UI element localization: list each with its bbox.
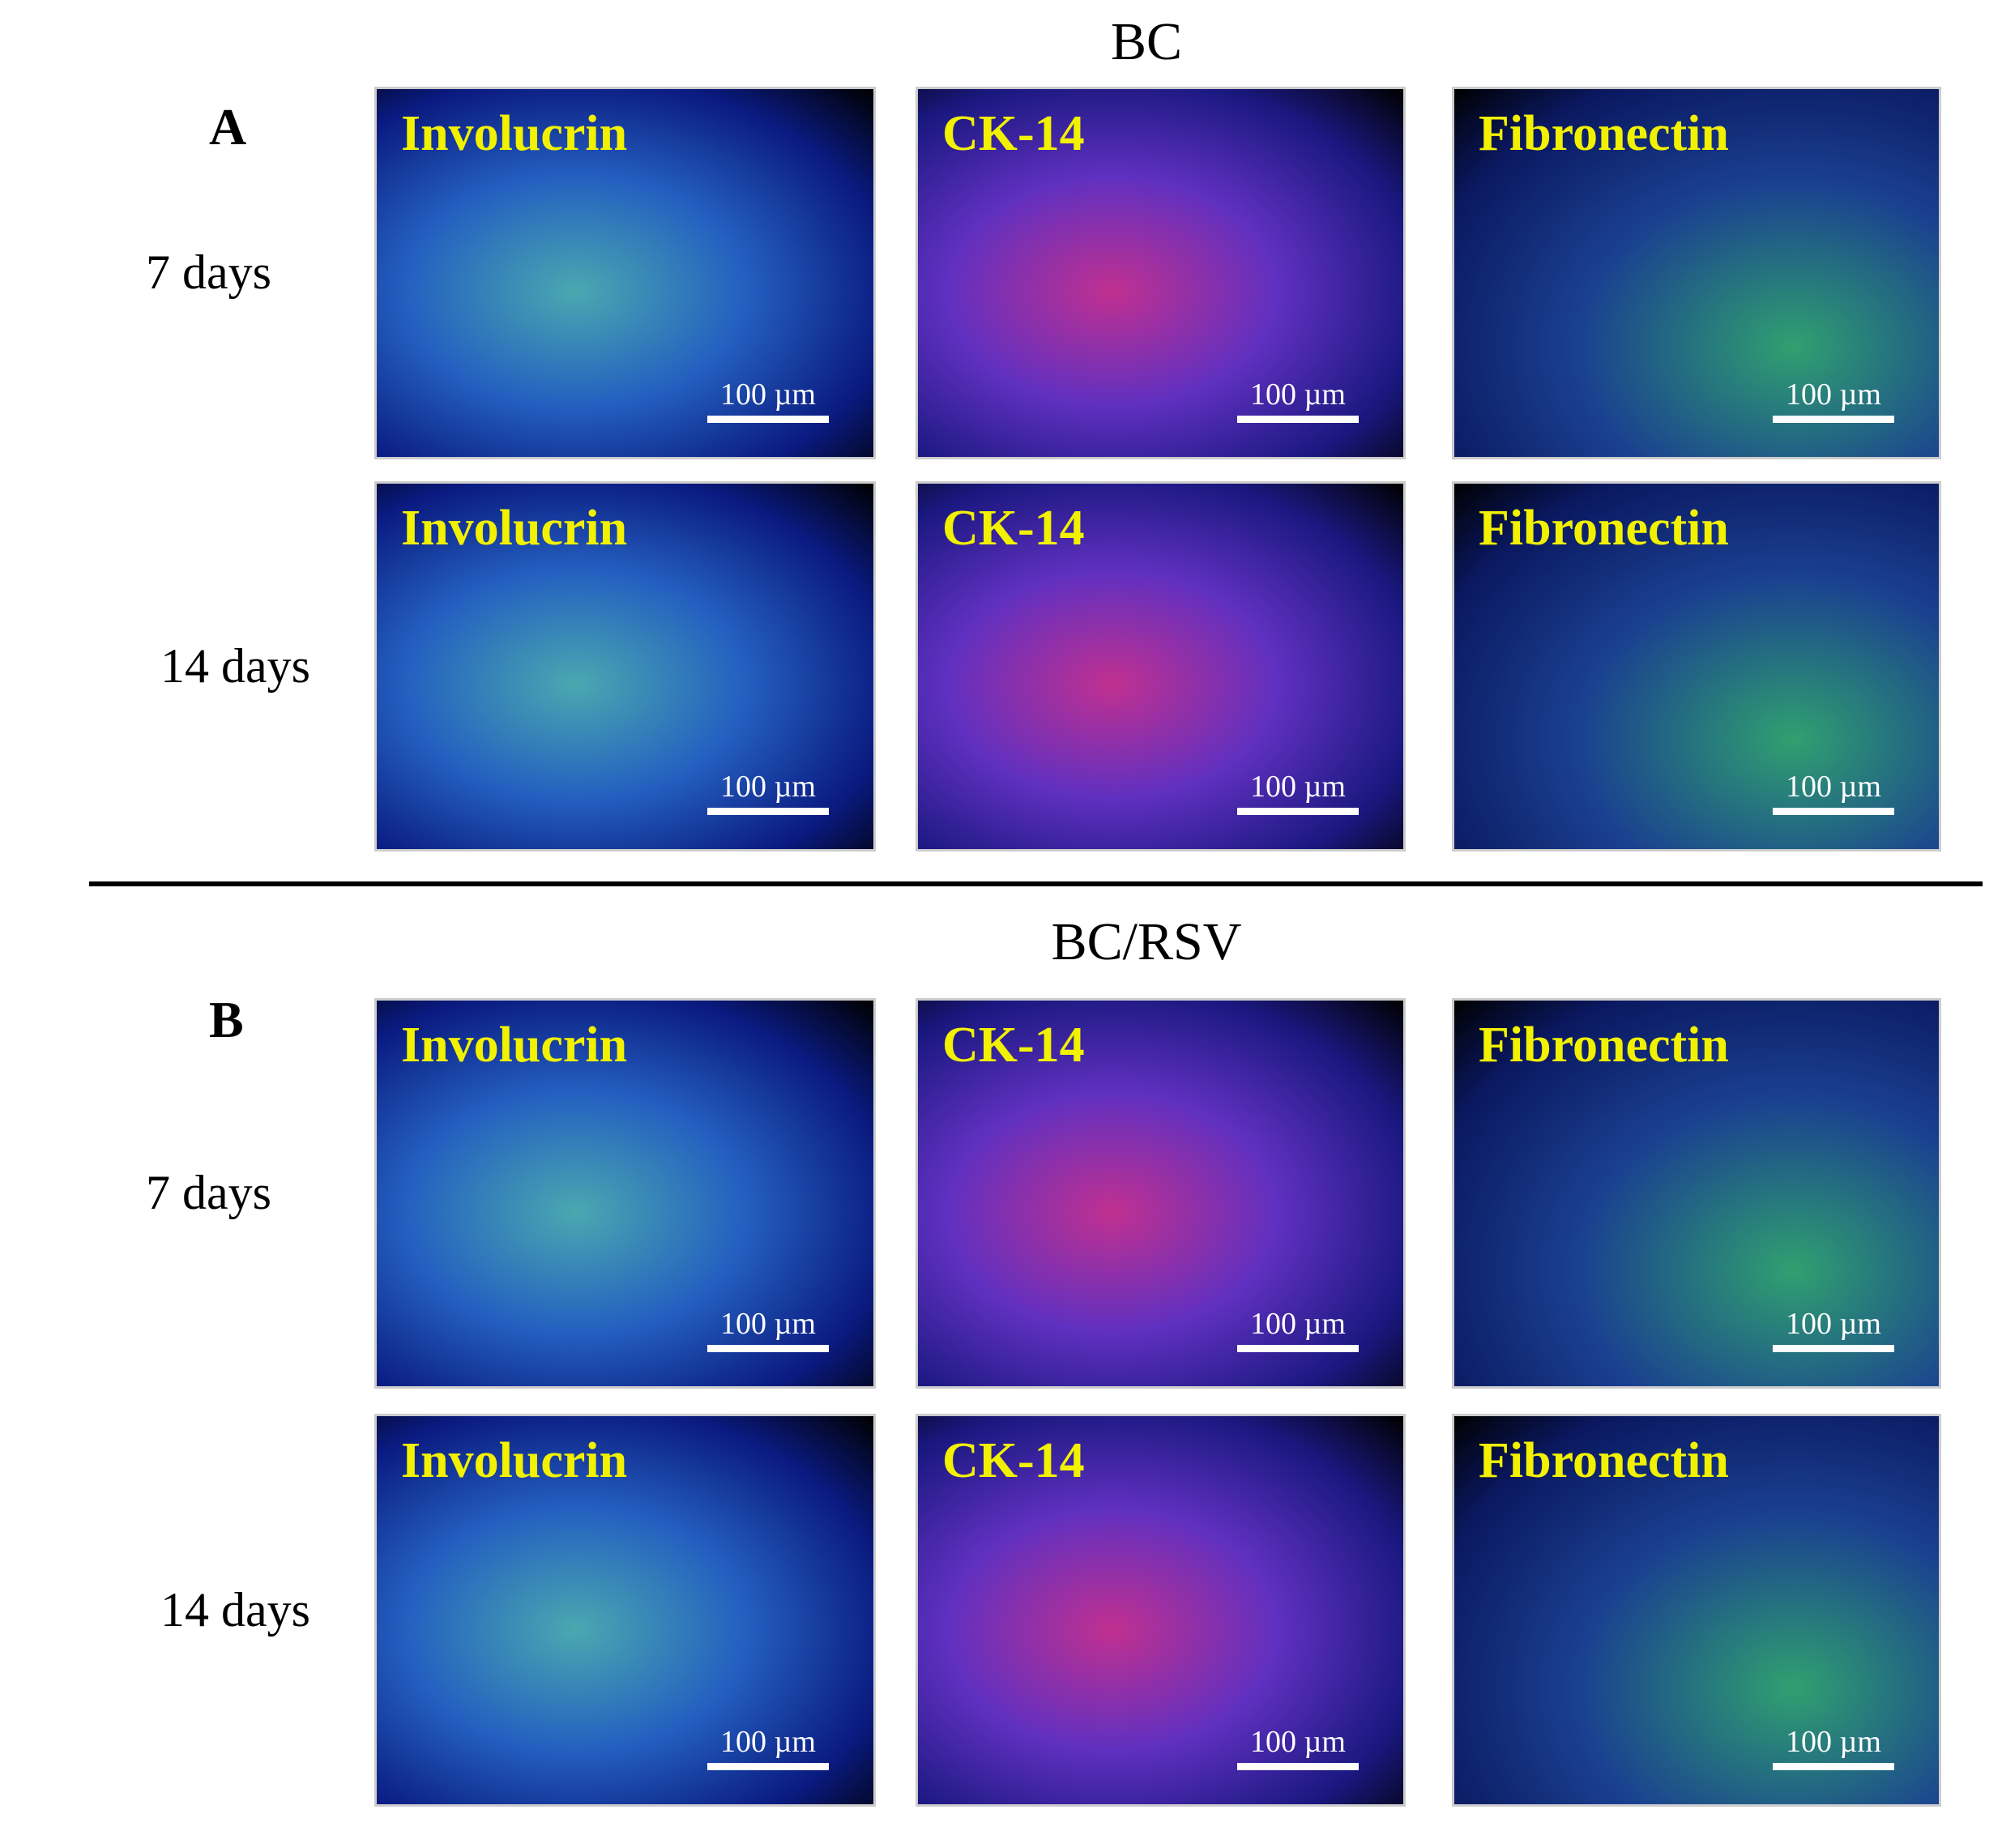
scale-text: 100 µm: [1786, 1307, 1881, 1341]
scale-line: [1773, 1345, 1894, 1352]
micrograph: Fibronectin 100 µm: [1452, 1414, 1941, 1807]
scale-bar: 100 µm: [1237, 769, 1359, 815]
micrograph: Involucrin 100 µm: [374, 1414, 876, 1807]
micrograph: Fibronectin 100 µm: [1452, 87, 1941, 459]
stain-label: Involucrin: [401, 106, 628, 161]
row-label: 7 days: [146, 245, 271, 299]
scale-line: [1237, 416, 1359, 423]
scale-text: 100 µm: [1786, 378, 1881, 412]
stain-label: Involucrin: [401, 1018, 628, 1073]
scale-bar: 100 µm: [1237, 1724, 1359, 1770]
scale-text: 100 µm: [1250, 378, 1346, 412]
row-label: 14 days: [160, 1582, 310, 1637]
micrograph: Fibronectin 100 µm: [1452, 998, 1941, 1389]
micrograph: CK-14 100 µm: [916, 481, 1406, 851]
scale-bar: 100 µm: [1773, 769, 1894, 815]
micrograph: Involucrin 100 µm: [374, 481, 876, 851]
stain-label: Involucrin: [401, 501, 628, 556]
micrograph: CK-14 100 µm: [916, 87, 1406, 459]
micrograph: CK-14 100 µm: [916, 998, 1406, 1389]
micrograph: CK-14 100 µm: [916, 1414, 1406, 1807]
scale-text: 100 µm: [1250, 770, 1346, 804]
scale-text: 100 µm: [720, 378, 816, 412]
scale-line: [707, 1345, 829, 1352]
stain-label: CK-14: [942, 1433, 1085, 1488]
scale-line: [1237, 808, 1359, 815]
scale-bar: 100 µm: [1237, 377, 1359, 423]
scale-bar: 100 µm: [707, 1724, 829, 1770]
stain-label: CK-14: [942, 106, 1085, 161]
scale-line: [707, 1763, 829, 1770]
panel-letter: B: [209, 991, 244, 1048]
section-title: BC/RSV: [1051, 912, 1242, 971]
scale-text: 100 µm: [1786, 1725, 1881, 1759]
scale-line: [1773, 416, 1894, 423]
scale-line: [707, 808, 829, 815]
scale-bar: 100 µm: [1773, 1306, 1894, 1352]
micrograph: Fibronectin 100 µm: [1452, 481, 1941, 851]
micrograph: Involucrin 100 µm: [374, 998, 876, 1389]
scale-bar: 100 µm: [1773, 1724, 1894, 1770]
scale-text: 100 µm: [1250, 1307, 1346, 1341]
scale-text: 100 µm: [1250, 1725, 1346, 1759]
scale-text: 100 µm: [720, 770, 816, 804]
scale-line: [1773, 808, 1894, 815]
stain-label: CK-14: [942, 501, 1085, 556]
scale-line: [1237, 1345, 1359, 1352]
scale-text: 100 µm: [720, 1725, 816, 1759]
scale-line: [1237, 1763, 1359, 1770]
divider: [89, 881, 1983, 886]
row-label: 7 days: [146, 1166, 271, 1219]
stain-label: CK-14: [942, 1018, 1085, 1073]
stain-label: Fibronectin: [1479, 1433, 1729, 1488]
section-title: BC: [1110, 12, 1183, 71]
scale-bar: 100 µm: [1237, 1306, 1359, 1352]
scale-line: [1773, 1763, 1894, 1770]
scale-line: [707, 416, 829, 423]
row-label: 14 days: [160, 638, 310, 693]
scale-bar: 100 µm: [707, 769, 829, 815]
scale-bar: 100 µm: [707, 1306, 829, 1352]
stain-label: Fibronectin: [1479, 501, 1729, 556]
scale-bar: 100 µm: [1773, 377, 1894, 423]
stain-label: Involucrin: [401, 1433, 628, 1488]
micrograph: Involucrin 100 µm: [374, 87, 876, 459]
scale-text: 100 µm: [1786, 770, 1881, 804]
scale-text: 100 µm: [720, 1307, 816, 1341]
scale-bar: 100 µm: [707, 377, 829, 423]
stain-label: Fibronectin: [1479, 106, 1729, 161]
stain-label: Fibronectin: [1479, 1018, 1729, 1073]
panel-letter: A: [209, 98, 247, 156]
